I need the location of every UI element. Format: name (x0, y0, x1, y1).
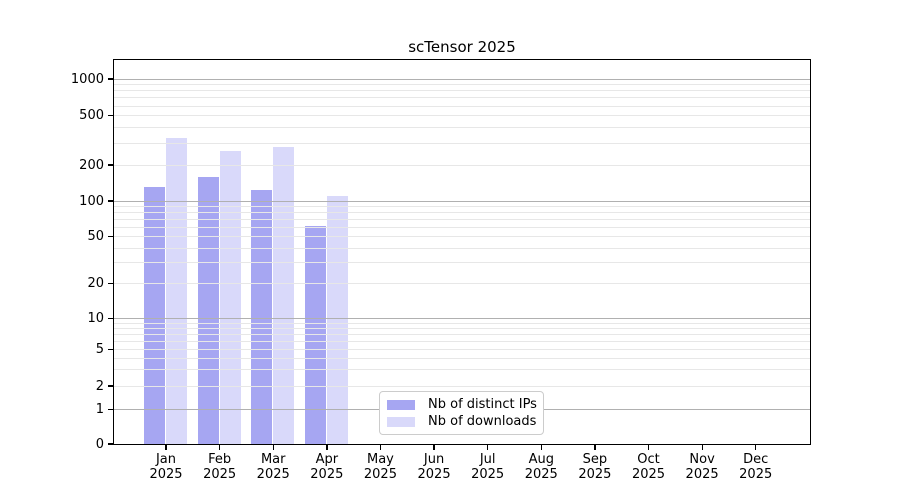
gridline-major (114, 200, 810, 202)
x-tick-label: Mar 2025 (256, 452, 290, 482)
legend: Nb of distinct IPs Nb of downloads (379, 391, 544, 435)
bar-distinct-ips (251, 189, 273, 444)
gridline-minor (114, 333, 810, 335)
x-tick-label: Oct 2025 (631, 452, 666, 482)
gridline-minor (114, 348, 810, 350)
bar-downloads (326, 195, 348, 444)
x-tick-label: May 2025 (363, 452, 397, 482)
gridline-minor (114, 105, 810, 107)
x-tick-mark (326, 444, 328, 450)
y-tick-label: 1 (95, 401, 104, 417)
y-tick-label: 20 (87, 275, 104, 291)
bar-downloads (219, 150, 241, 444)
y-tick-label: 10 (87, 310, 104, 326)
gridline-minor (114, 226, 810, 228)
x-tick-label: Jul 2025 (471, 452, 505, 482)
y-tick-mark (108, 408, 113, 410)
legend-swatch-distinct-ips-icon (387, 399, 415, 410)
x-tick-mark (272, 444, 274, 450)
gridline-minor (114, 247, 810, 249)
gridline-minor (114, 282, 810, 284)
gridline-minor (114, 142, 810, 144)
gridline-minor (114, 340, 810, 342)
y-tick-label: 1000 (70, 71, 104, 87)
chart-title: scTensor 2025 (408, 38, 516, 56)
x-tick-mark (540, 444, 542, 450)
gridline-minor (114, 236, 810, 238)
y-tick-mark (108, 443, 113, 445)
x-tick-mark (487, 444, 489, 450)
x-tick-label: Apr 2025 (310, 452, 344, 482)
x-tick-label: Jan 2025 (149, 452, 183, 482)
x-tick-mark (701, 444, 703, 450)
gridline-minor (114, 218, 810, 220)
y-tick-mark (108, 164, 113, 166)
gridline-minor (114, 369, 810, 371)
y-tick-label: 5 (95, 341, 104, 357)
gridline-major (114, 78, 810, 80)
gridline-minor (114, 164, 810, 166)
x-tick-label: Sep 2025 (578, 452, 612, 482)
x-tick-mark (433, 444, 435, 450)
x-tick-label: Nov 2025 (685, 452, 719, 482)
gridline-minor (114, 205, 810, 207)
gridline-minor (114, 385, 810, 387)
y-tick-mark (108, 236, 113, 238)
y-tick-label: 500 (79, 108, 104, 124)
legend-item-downloads: Nb of downloads (387, 413, 537, 430)
gridline-minor (114, 127, 810, 129)
bar-distinct-ips (144, 187, 165, 444)
y-tick-label: 2 (95, 378, 104, 394)
y-tick-mark (108, 348, 113, 350)
x-tick-mark (379, 444, 382, 450)
y-tick-label: 0 (95, 436, 104, 452)
x-tick-mark (594, 444, 596, 450)
legend-item-distinct-ips: Nb of distinct IPs (387, 396, 537, 413)
bar-distinct-ips (197, 177, 219, 444)
legend-label-downloads: Nb of downloads (428, 414, 537, 429)
legend-swatch-downloads-icon (387, 416, 415, 427)
bar-downloads (273, 146, 295, 444)
x-tick-label: Dec 2025 (739, 452, 773, 482)
y-tick-label: 100 (79, 193, 104, 209)
bar-distinct-ips (304, 226, 326, 444)
gridline-minor (114, 97, 810, 99)
x-tick-mark (165, 444, 167, 450)
x-tick-mark (219, 444, 221, 450)
y-tick-mark (108, 200, 113, 202)
plot-area (113, 59, 811, 445)
x-tick-label: Jun 2025 (417, 452, 451, 482)
gridline-major (114, 317, 810, 319)
gridline-minor (114, 327, 810, 329)
bar-downloads (166, 138, 187, 444)
gridline-minor (114, 84, 810, 86)
gridline-minor (114, 357, 810, 359)
x-tick-mark (647, 444, 650, 450)
x-tick-label: Feb 2025 (203, 452, 237, 482)
gridline-minor (114, 115, 810, 117)
gridline-minor (114, 262, 810, 264)
x-tick-mark (755, 444, 757, 450)
y-tick-mark (108, 115, 113, 117)
x-tick-label: Aug 2025 (524, 452, 558, 482)
y-tick-mark (108, 78, 113, 80)
gridline-minor (114, 90, 810, 92)
y-tick-mark (108, 317, 113, 319)
y-tick-label: 200 (79, 157, 104, 173)
y-tick-mark (108, 385, 113, 387)
gridline-minor (114, 211, 810, 213)
y-tick-label: 50 (87, 229, 104, 245)
y-tick-mark (108, 282, 113, 284)
gridline-minor (114, 322, 810, 324)
legend-label-distinct-ips: Nb of distinct IPs (428, 397, 537, 412)
